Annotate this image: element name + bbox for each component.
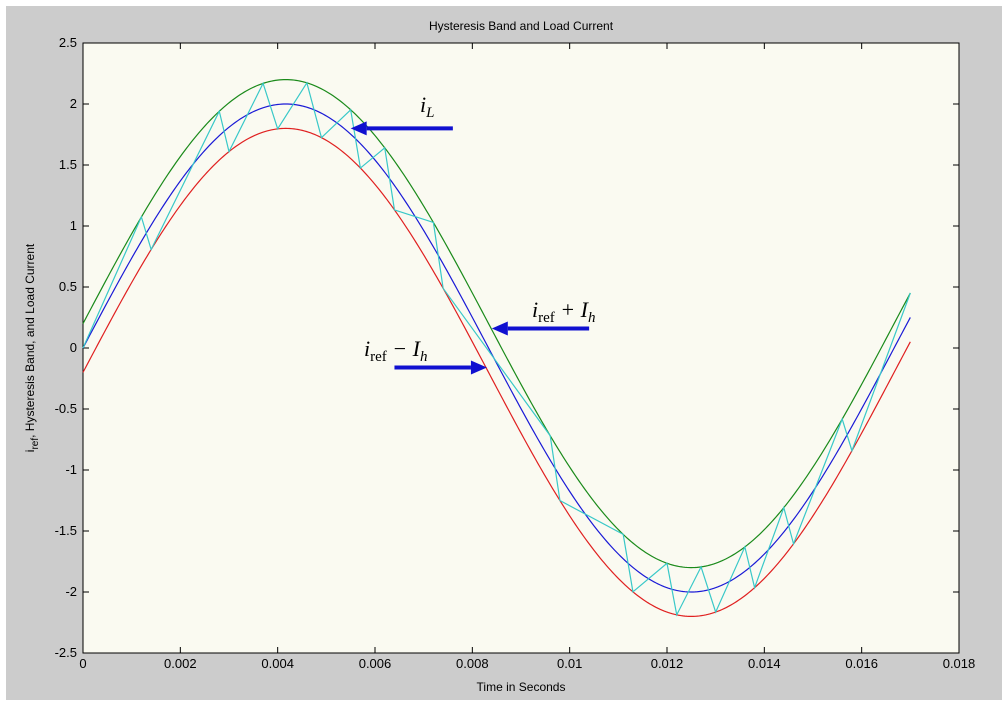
x-tick-label: 0.004	[261, 656, 294, 671]
annotation-arrow-head	[350, 121, 367, 136]
y-axis-label: iref, Hysteresis Band, and Load Current	[23, 243, 41, 452]
y-tick-label: 0.5	[59, 279, 77, 294]
load-current-line	[82, 81, 911, 617]
x-tick-label: 0.016	[845, 656, 878, 671]
upper-band-line	[82, 78, 911, 569]
x-axis-label: Time in Seconds	[477, 680, 566, 694]
lower-band-line	[82, 127, 911, 618]
y-tick-label: 0	[70, 340, 77, 355]
annotation-label-sub: L	[425, 105, 434, 121]
x-tick-label: 0.002	[164, 656, 197, 671]
annotation-label-sub: ref	[370, 349, 387, 365]
plot-area	[82, 42, 960, 654]
x-tick-label: 0.014	[748, 656, 781, 671]
annotation-label-sub: ref	[538, 310, 555, 326]
annotation-load-current: iL	[350, 92, 453, 136]
x-tick-label: 0.012	[651, 656, 684, 671]
annotation-label-rest: + I	[555, 297, 590, 322]
x-tick-label: 0	[79, 656, 86, 671]
y-axis-label-main: i	[23, 450, 37, 453]
chart-title: Hysteresis Band and Load Current	[429, 19, 614, 33]
annotation-label-main: i	[532, 297, 538, 322]
y-tick-label: 2.5	[59, 35, 77, 50]
axis-ticks: 0 0.002 0.004 0.006 0.008 0.01 0.012 0.014 0.016…	[55, 35, 976, 671]
annotation-label-rest-sub: h	[588, 310, 596, 326]
annotation-label: iL	[420, 92, 434, 121]
y-tick-label: 2	[70, 96, 77, 111]
y-tick-label: -0.5	[55, 401, 77, 416]
x-tick-label: 0.018	[943, 656, 976, 671]
y-axis-label-rest: , Hysteresis Band, and Load Current	[23, 243, 37, 438]
annotation-label-rest-sub: h	[420, 349, 428, 365]
y-tick-label: 1	[70, 218, 77, 233]
annotation-arrow-head	[491, 321, 508, 336]
y-tick-label: 1.5	[59, 157, 77, 172]
svg-text:iref, Hysteresis Band, and Loa: iref, Hysteresis Band, and Load Current	[23, 243, 41, 452]
x-tick-label: 0.008	[456, 656, 489, 671]
y-tick-label: -2	[65, 584, 77, 599]
y-axis-label-sub: ref	[30, 438, 41, 450]
annotation-lower-band: iref − Ih	[364, 336, 487, 375]
y-tick-label: -1.5	[55, 523, 77, 538]
x-tick-label: 0.006	[359, 656, 392, 671]
x-tick-label: 0.01	[557, 656, 582, 671]
y-tick-label: -2.5	[55, 645, 77, 660]
reference-current-line	[82, 103, 911, 593]
annotation-label: iref + Ih	[532, 297, 595, 326]
annotation-label-rest: − I	[387, 336, 422, 361]
annotation-arrow-head	[470, 360, 487, 375]
annotation-upper-band: iref + Ih	[491, 297, 595, 336]
annotation-label: iref − Ih	[364, 336, 427, 365]
series-layer	[82, 78, 911, 618]
y-tick-label: -1	[65, 462, 77, 477]
annotation-label-main: i	[364, 336, 370, 361]
annotation-label-main: i	[420, 92, 426, 117]
